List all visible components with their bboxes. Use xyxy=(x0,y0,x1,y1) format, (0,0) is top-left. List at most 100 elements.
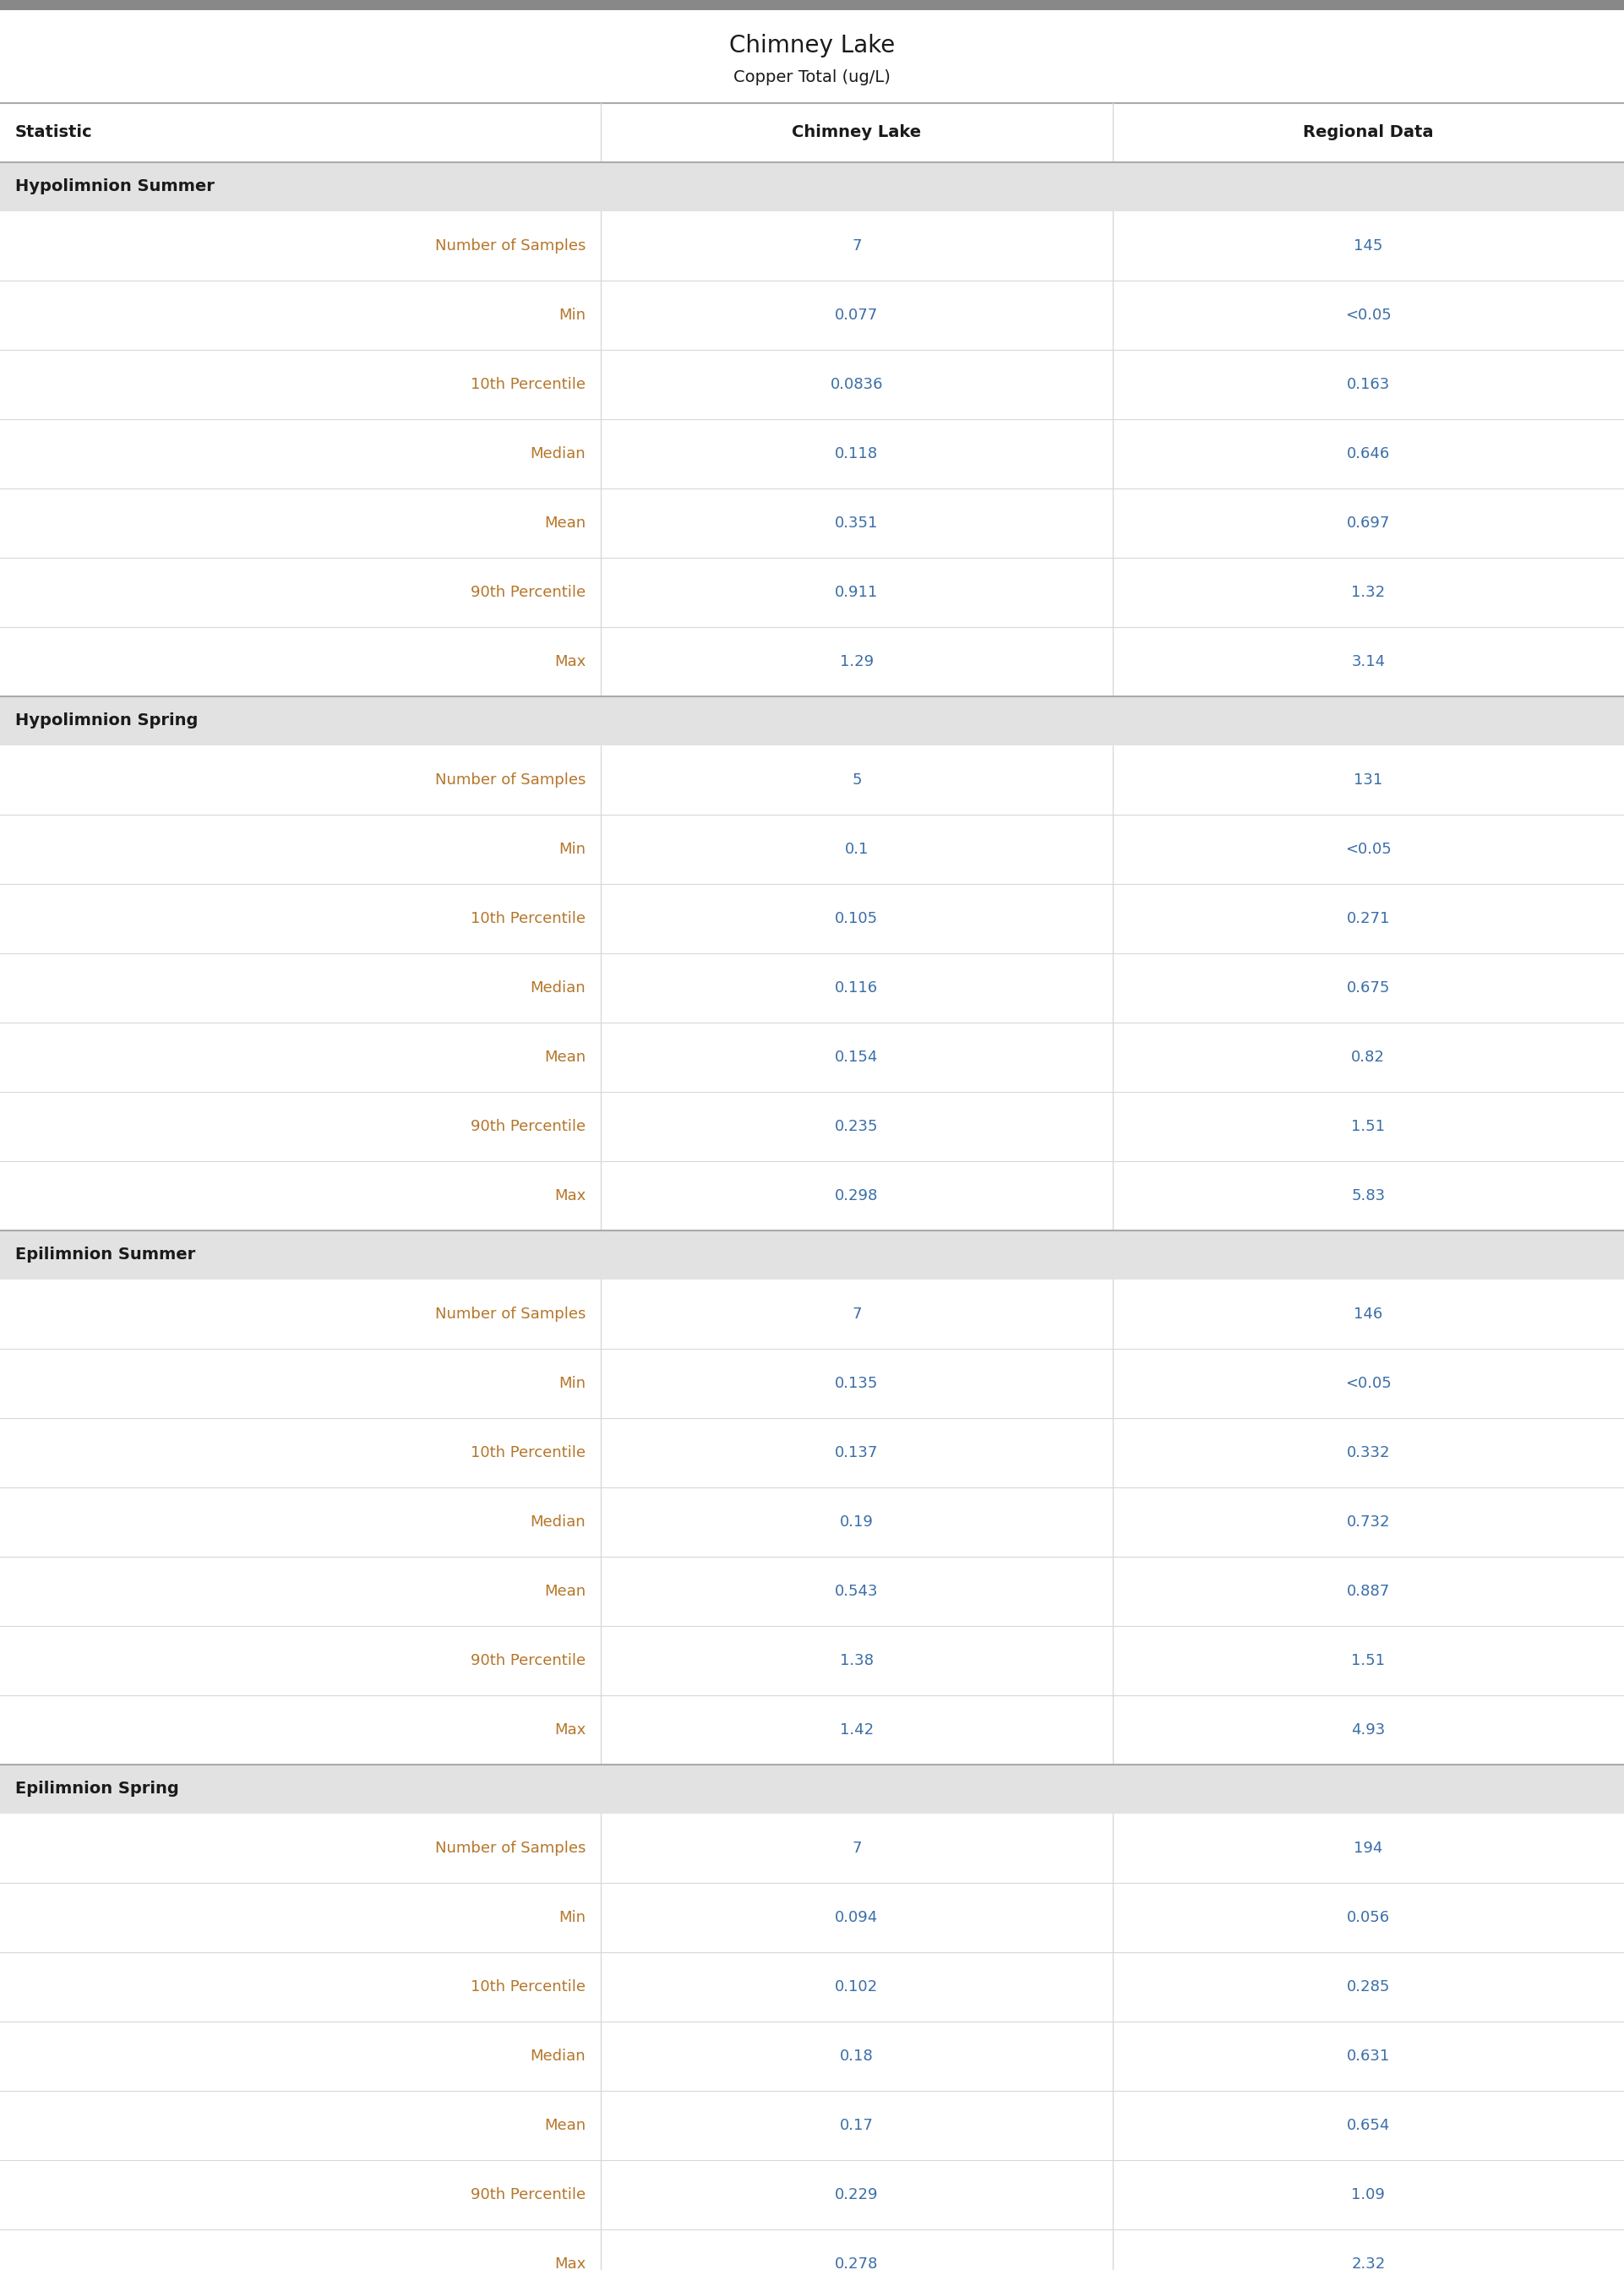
Text: 0.543: 0.543 xyxy=(835,1584,879,1598)
Bar xyxy=(0,1280,1624,1348)
Text: 0.732: 0.732 xyxy=(1346,1514,1390,1530)
Text: 0.18: 0.18 xyxy=(840,2048,874,2063)
Bar xyxy=(0,1348,1624,1419)
Text: 0.646: 0.646 xyxy=(1346,447,1390,461)
Text: 10th Percentile: 10th Percentile xyxy=(471,910,586,926)
Text: Median: Median xyxy=(529,981,586,997)
Bar xyxy=(0,350,1624,420)
Bar xyxy=(0,102,1624,161)
Text: Hypolimnion Summer: Hypolimnion Summer xyxy=(15,179,214,195)
Text: 0.135: 0.135 xyxy=(835,1376,879,1392)
Text: Number of Samples: Number of Samples xyxy=(435,1308,586,1321)
Bar xyxy=(0,2229,1624,2270)
Text: 0.154: 0.154 xyxy=(835,1049,879,1065)
Text: Number of Samples: Number of Samples xyxy=(435,772,586,788)
Text: 1.32: 1.32 xyxy=(1351,586,1385,599)
Text: 0.116: 0.116 xyxy=(835,981,879,997)
Text: Max: Max xyxy=(554,654,586,670)
Text: <0.05: <0.05 xyxy=(1345,309,1392,322)
Text: Median: Median xyxy=(529,447,586,461)
Bar xyxy=(0,1092,1624,1162)
Text: Number of Samples: Number of Samples xyxy=(435,238,586,254)
Text: 90th Percentile: 90th Percentile xyxy=(471,1653,586,1668)
Text: 0.102: 0.102 xyxy=(835,1979,879,1995)
Bar xyxy=(0,420,1624,488)
Text: 0.351: 0.351 xyxy=(835,515,879,531)
Text: Statistic: Statistic xyxy=(15,125,93,141)
Text: Max: Max xyxy=(554,1187,586,1203)
Text: 1.51: 1.51 xyxy=(1351,1653,1385,1668)
Text: 0.271: 0.271 xyxy=(1346,910,1390,926)
Bar xyxy=(0,1419,1624,1487)
Text: <0.05: <0.05 xyxy=(1345,842,1392,858)
Bar xyxy=(0,1487,1624,1557)
Text: 0.278: 0.278 xyxy=(835,2256,879,2270)
Text: 0.235: 0.235 xyxy=(835,1119,879,1135)
Bar xyxy=(0,1814,1624,1882)
Text: 2.32: 2.32 xyxy=(1351,2256,1385,2270)
Bar xyxy=(0,883,1624,953)
Text: 0.654: 0.654 xyxy=(1346,2118,1390,2134)
Text: 3.14: 3.14 xyxy=(1351,654,1385,670)
Text: 7: 7 xyxy=(853,1308,861,1321)
Text: Mean: Mean xyxy=(544,2118,586,2134)
Text: 1.09: 1.09 xyxy=(1351,2188,1385,2202)
Text: 145: 145 xyxy=(1354,238,1382,254)
Text: 0.697: 0.697 xyxy=(1346,515,1390,531)
Text: 0.675: 0.675 xyxy=(1346,981,1390,997)
Text: Max: Max xyxy=(554,1723,586,1737)
Bar xyxy=(0,2023,1624,2091)
Bar xyxy=(0,697,1624,745)
Text: Epilimnion Summer: Epilimnion Summer xyxy=(15,1246,195,1262)
Text: 90th Percentile: 90th Percentile xyxy=(471,586,586,599)
Bar xyxy=(0,161,1624,211)
Text: 0.298: 0.298 xyxy=(835,1187,879,1203)
Text: 1.38: 1.38 xyxy=(840,1653,874,1668)
Text: 0.118: 0.118 xyxy=(835,447,879,461)
Text: Mean: Mean xyxy=(544,1049,586,1065)
Text: 146: 146 xyxy=(1354,1308,1382,1321)
Text: Min: Min xyxy=(559,842,586,858)
Text: 90th Percentile: 90th Percentile xyxy=(471,1119,586,1135)
Text: 4.93: 4.93 xyxy=(1351,1723,1385,1737)
Text: Median: Median xyxy=(529,1514,586,1530)
Text: 0.229: 0.229 xyxy=(835,2188,879,2202)
Text: 131: 131 xyxy=(1354,772,1382,788)
Text: 1.51: 1.51 xyxy=(1351,1119,1385,1135)
Text: Regional Data: Regional Data xyxy=(1302,125,1434,141)
Text: 0.285: 0.285 xyxy=(1346,1979,1390,1995)
Text: 0.82: 0.82 xyxy=(1351,1049,1385,1065)
Text: 0.0836: 0.0836 xyxy=(830,377,883,393)
Text: 5.83: 5.83 xyxy=(1351,1187,1385,1203)
Text: Chimney Lake: Chimney Lake xyxy=(793,125,921,141)
Text: 0.137: 0.137 xyxy=(835,1446,879,1460)
Text: 90th Percentile: 90th Percentile xyxy=(471,2188,586,2202)
Text: 0.19: 0.19 xyxy=(840,1514,874,1530)
Text: Min: Min xyxy=(559,1909,586,1925)
Bar xyxy=(0,1625,1624,1696)
Text: <0.05: <0.05 xyxy=(1345,1376,1392,1392)
Bar xyxy=(0,627,1624,697)
Text: 1.29: 1.29 xyxy=(840,654,874,670)
Text: 10th Percentile: 10th Percentile xyxy=(471,377,586,393)
Bar xyxy=(0,488,1624,558)
Bar xyxy=(0,1022,1624,1092)
Text: 0.056: 0.056 xyxy=(1346,1909,1390,1925)
Bar xyxy=(0,1557,1624,1625)
Bar xyxy=(0,1882,1624,1952)
Text: 0.094: 0.094 xyxy=(835,1909,879,1925)
Bar xyxy=(0,953,1624,1022)
Text: 0.077: 0.077 xyxy=(835,309,879,322)
Text: 0.631: 0.631 xyxy=(1346,2048,1390,2063)
Text: 10th Percentile: 10th Percentile xyxy=(471,1446,586,1460)
Text: Mean: Mean xyxy=(544,1584,586,1598)
Text: 0.163: 0.163 xyxy=(1346,377,1390,393)
Bar xyxy=(0,558,1624,627)
Text: 1.42: 1.42 xyxy=(840,1723,874,1737)
Text: 0.332: 0.332 xyxy=(1346,1446,1390,1460)
Text: 0.887: 0.887 xyxy=(1346,1584,1390,1598)
Bar xyxy=(0,745,1624,815)
Text: Median: Median xyxy=(529,2048,586,2063)
Bar xyxy=(0,281,1624,350)
Text: 0.911: 0.911 xyxy=(835,586,879,599)
